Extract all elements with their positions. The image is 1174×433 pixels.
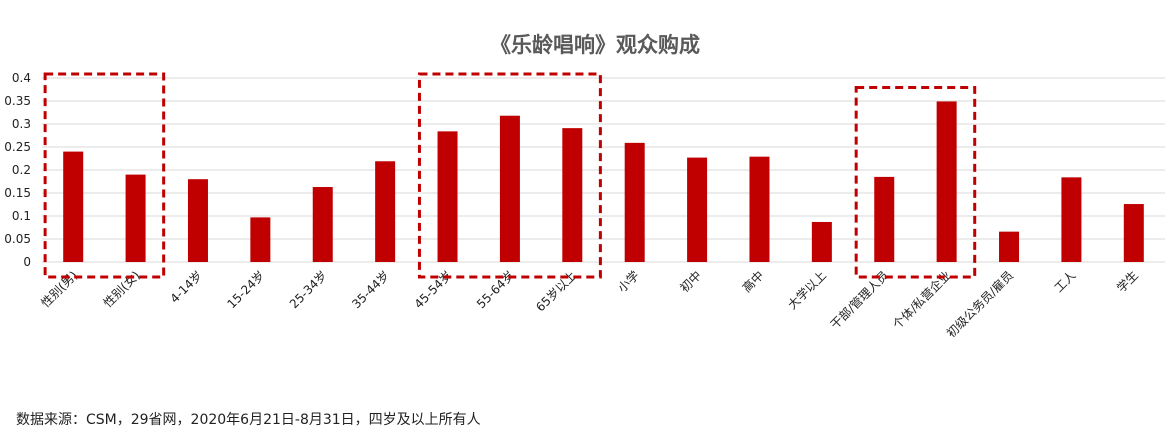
bar [811, 221, 832, 262]
x-tick-label: 大学以上 [784, 268, 829, 313]
bar [936, 101, 957, 263]
x-tick-label: 高中 [739, 268, 767, 296]
x-tick-label: 4-14岁 [167, 268, 205, 306]
y-axis: 0 0.05 0.1 0.15 0.2 0.25 0.3 0.35 0.4 [4, 71, 31, 269]
bar [749, 156, 770, 262]
x-tick-label: 55-64岁 [473, 268, 517, 312]
bar [999, 231, 1020, 262]
y-tick-label: 0.35 [4, 94, 31, 108]
x-tick-label: 学生 [1113, 268, 1141, 296]
x-tick-label: 45-54岁 [411, 268, 455, 312]
y-tick-label: 0.25 [4, 140, 31, 154]
highlight-box [43, 72, 166, 279]
bar [375, 161, 396, 262]
bar [1061, 177, 1082, 262]
bar [125, 174, 146, 262]
x-tick-label: 小学 [614, 268, 642, 296]
y-tick-label: 0 [23, 255, 31, 269]
bar [562, 128, 583, 262]
gridlines [42, 77, 1165, 263]
x-tick-label: 初中 [677, 268, 705, 296]
bar [499, 115, 520, 262]
bar [624, 142, 645, 262]
x-tick-label: 性别(女) [100, 268, 143, 311]
bars [63, 101, 1144, 263]
highlight-box [854, 85, 977, 279]
bar [312, 187, 333, 262]
bar [1123, 204, 1144, 262]
bar [687, 157, 708, 262]
source-note: 数据来源：CSM，29省网，2020年6月21日-8月31日，四岁及以上所有人 [16, 412, 481, 428]
bar [63, 151, 84, 262]
bar [187, 179, 208, 262]
x-tick-label: 25-34岁 [286, 268, 330, 312]
y-tick-label: 0.4 [12, 71, 31, 85]
bar [437, 131, 458, 262]
x-tick-label: 35-44岁 [349, 268, 393, 312]
highlight-boxes [43, 72, 977, 279]
highlight-box [417, 72, 602, 279]
x-tick-label: 65岁以上 [533, 268, 580, 315]
y-tick-label: 0.05 [4, 232, 31, 246]
x-tick-label: 工人 [1052, 268, 1079, 295]
x-tick-label: 15-24岁 [224, 268, 268, 312]
y-tick-label: 0.15 [4, 186, 31, 200]
y-tick-label: 0.2 [12, 163, 31, 177]
chart-title: 《乐龄唱响》观众购成 [490, 33, 700, 57]
bar [250, 217, 271, 262]
y-tick-label: 0.1 [12, 209, 31, 223]
y-tick-label: 0.3 [12, 117, 31, 131]
bar [874, 176, 895, 262]
